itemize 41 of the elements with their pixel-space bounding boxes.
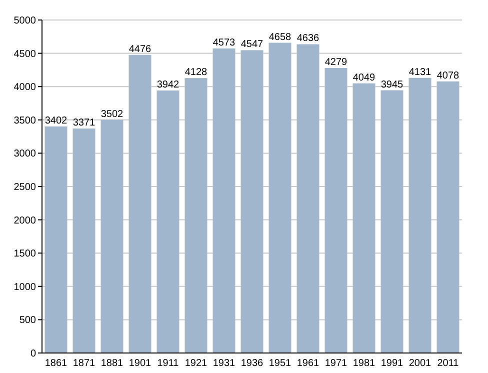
data-label: 3942	[156, 79, 180, 90]
y-tick-label: 2000	[14, 215, 36, 226]
data-label: 4636	[296, 33, 320, 44]
y-tick-label: 5000	[14, 16, 36, 26]
x-tick-label: 2011	[437, 358, 460, 369]
y-tick-label: 4000	[14, 82, 36, 94]
x-tick-label: 2001	[408, 358, 432, 369]
data-label: 4131	[408, 66, 432, 78]
data-label: 3945	[380, 79, 404, 90]
x-tick-label: 1981	[352, 358, 376, 369]
x-tick-label: 1871	[72, 358, 96, 369]
data-label: 4547	[240, 39, 264, 50]
data-label: 3402	[44, 115, 68, 126]
y-tick-label: 2500	[14, 182, 36, 193]
data-label: 3371	[72, 117, 96, 128]
y-tick-label: 1500	[14, 248, 36, 260]
data-label: 4279	[324, 57, 348, 68]
y-tick-label: 0	[30, 348, 36, 360]
y-tick-label: 4500	[14, 48, 36, 60]
x-tick-label: 1931	[212, 358, 236, 369]
data-label: 4078	[436, 70, 460, 82]
x-tick-label: 1861	[44, 358, 68, 369]
x-tick-label: 1951	[268, 358, 292, 369]
data-label: 4476	[128, 44, 152, 55]
x-tick-label: 1961	[296, 358, 320, 369]
x-tick-label: 1921	[184, 358, 208, 369]
y-tick-label: 3500	[14, 115, 36, 126]
data-label: 4658	[268, 32, 292, 43]
data-label: 3502	[100, 108, 124, 120]
data-label: 4049	[352, 72, 376, 84]
x-tick-label: 1911	[157, 358, 180, 369]
y-tick-label: 1000	[14, 282, 36, 293]
x-tick-label: 1936	[240, 358, 264, 369]
x-tick-label: 1971	[324, 358, 348, 369]
data-label: 4128	[184, 67, 208, 78]
y-tick-label: 3000	[14, 148, 36, 160]
x-tick-label: 1901	[128, 358, 152, 369]
x-tick-label: 1991	[380, 358, 404, 369]
x-tick-label: 1881	[100, 358, 124, 369]
y-tick-label: 500	[19, 315, 36, 326]
data-label: 4573	[212, 37, 236, 48]
